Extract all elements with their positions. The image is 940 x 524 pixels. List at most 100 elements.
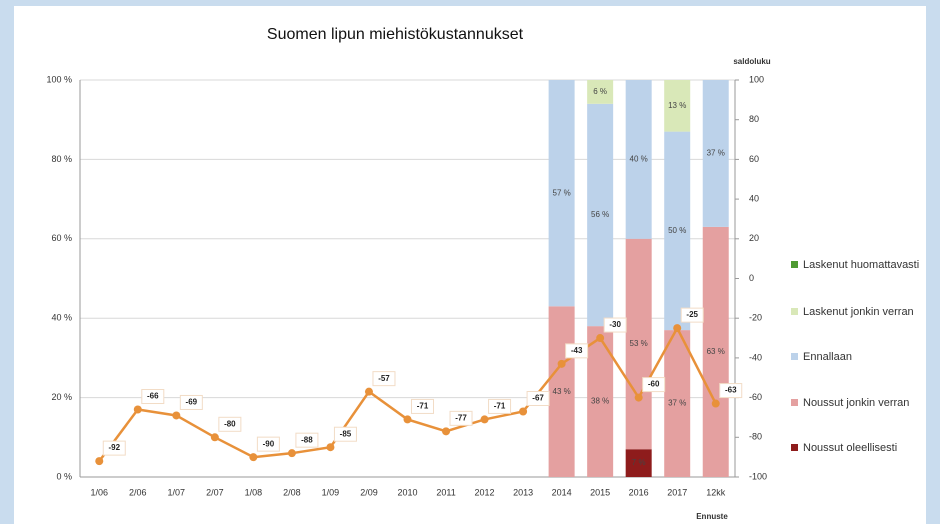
legend-swatch: [791, 308, 798, 315]
label-box: [372, 371, 396, 387]
label-box: [102, 440, 126, 456]
x-tick-label: 2/09: [360, 487, 378, 497]
legend-label: Laskenut huomattavasti: [803, 259, 920, 271]
label-box: [218, 416, 242, 432]
label-box: [565, 343, 589, 359]
x-tick-label: 1/08: [245, 487, 263, 497]
point-label: -71: [494, 402, 506, 411]
line-point: [287, 449, 296, 458]
x-tick-label: 2/07: [206, 487, 224, 497]
line-point: [673, 324, 682, 333]
label-box: [642, 377, 666, 393]
label-box: [603, 317, 627, 333]
point-label: -90: [263, 439, 275, 448]
line-point: [634, 393, 643, 402]
y2-tick-label: -20: [749, 313, 762, 323]
y2-tick-label: -80: [749, 432, 762, 442]
x-tick-label: 2011: [436, 487, 455, 497]
point-label: -69: [186, 398, 198, 407]
line-point: [249, 453, 258, 462]
point-label: -25: [686, 310, 698, 319]
legend-swatch: [791, 399, 798, 406]
x-tick-label: 2014: [552, 487, 572, 497]
chart-title: Suomen lipun miehistökustannukset: [267, 26, 524, 43]
bar-segment: [702, 226, 729, 477]
label-box: [680, 307, 704, 323]
point-label: -63: [725, 386, 737, 395]
bar-segment: [702, 80, 729, 227]
y2-tick-label: 20: [749, 233, 759, 243]
x-tick-label: 2/06: [129, 487, 147, 497]
y2-tick-label: 0: [749, 273, 754, 283]
bar-segment: [664, 131, 691, 331]
x-tick-label: 1/06: [90, 487, 108, 497]
y2-tick-label: 100: [749, 74, 764, 84]
point-label: -66: [147, 392, 159, 401]
y-tick-label: 0 %: [56, 471, 72, 481]
point-label: -92: [108, 443, 120, 452]
label-box: [449, 410, 473, 426]
y-tick-label: 100 %: [46, 74, 72, 84]
y-tick-label: 60 %: [51, 233, 72, 243]
x-tick-label: 1/09: [322, 487, 340, 497]
x-tick-label: 2010: [397, 487, 417, 497]
line-point: [95, 457, 104, 466]
panel: [14, 6, 926, 524]
legend-entry: Ennallaan: [791, 350, 923, 364]
x-tick-label: 2017: [667, 487, 687, 497]
label-box: [141, 389, 165, 405]
y2-axis-label: saldoluku: [733, 57, 770, 66]
bar-segment: [587, 103, 614, 327]
x-tick-label: 2016: [629, 487, 649, 497]
bar-label: 38 %: [591, 397, 609, 406]
line-point: [403, 415, 412, 424]
legend-label: Noussut oleellisesti: [803, 442, 898, 454]
legend-label: Ennallaan: [803, 351, 852, 363]
bar-label: 6 %: [593, 87, 607, 96]
bar-label: 63 %: [707, 347, 725, 356]
line-point: [364, 387, 373, 396]
y2-tick-label: 80: [749, 114, 759, 124]
x-tick-label: 2015: [590, 487, 610, 497]
point-label: -80: [224, 419, 236, 428]
x-tick-label: 2013: [513, 487, 533, 497]
y-tick-label: 80 %: [51, 154, 72, 164]
bar-segment: [587, 80, 614, 104]
legend-entry: Laskenut huomattavasti: [791, 258, 923, 272]
bar-label: 53 %: [630, 339, 648, 348]
bar-label: 56 %: [591, 210, 609, 219]
point-label: -30: [609, 320, 621, 329]
label-box: [411, 398, 434, 414]
y2-tick-label: 40: [749, 193, 759, 203]
bar-label: 50 %: [668, 226, 686, 235]
line-point: [519, 407, 528, 416]
bar-label: 7 %: [632, 458, 646, 467]
label-box: [256, 436, 280, 452]
legend-swatch: [791, 261, 798, 268]
bar-label: 37 %: [668, 399, 686, 408]
bar-segment: [548, 80, 575, 307]
label-box: [526, 390, 550, 406]
x-tick-label: 2012: [475, 487, 495, 497]
x-tick-label: 2/08: [283, 487, 301, 497]
y2-tick-label: -40: [749, 352, 762, 362]
legend-swatch: [791, 444, 798, 451]
point-label: -60: [648, 380, 660, 389]
label-box: [488, 398, 512, 414]
label-box: [295, 432, 319, 448]
bar-segment: [625, 449, 652, 477]
legend-label: Laskenut jonkin verran: [803, 306, 914, 318]
label-box: [179, 394, 203, 410]
point-label: -43: [571, 346, 583, 355]
bar-segment: [664, 80, 691, 132]
legend-label: Noussut jonkin verran: [803, 397, 910, 409]
y-tick-label: 40 %: [51, 313, 72, 323]
bar-segment: [548, 306, 575, 477]
line-point: [480, 415, 489, 424]
line-point: [172, 411, 181, 420]
point-label: -71: [417, 402, 429, 411]
line-point: [557, 359, 566, 368]
line-point: [133, 405, 142, 414]
annotation: Ennuste: [696, 512, 728, 521]
